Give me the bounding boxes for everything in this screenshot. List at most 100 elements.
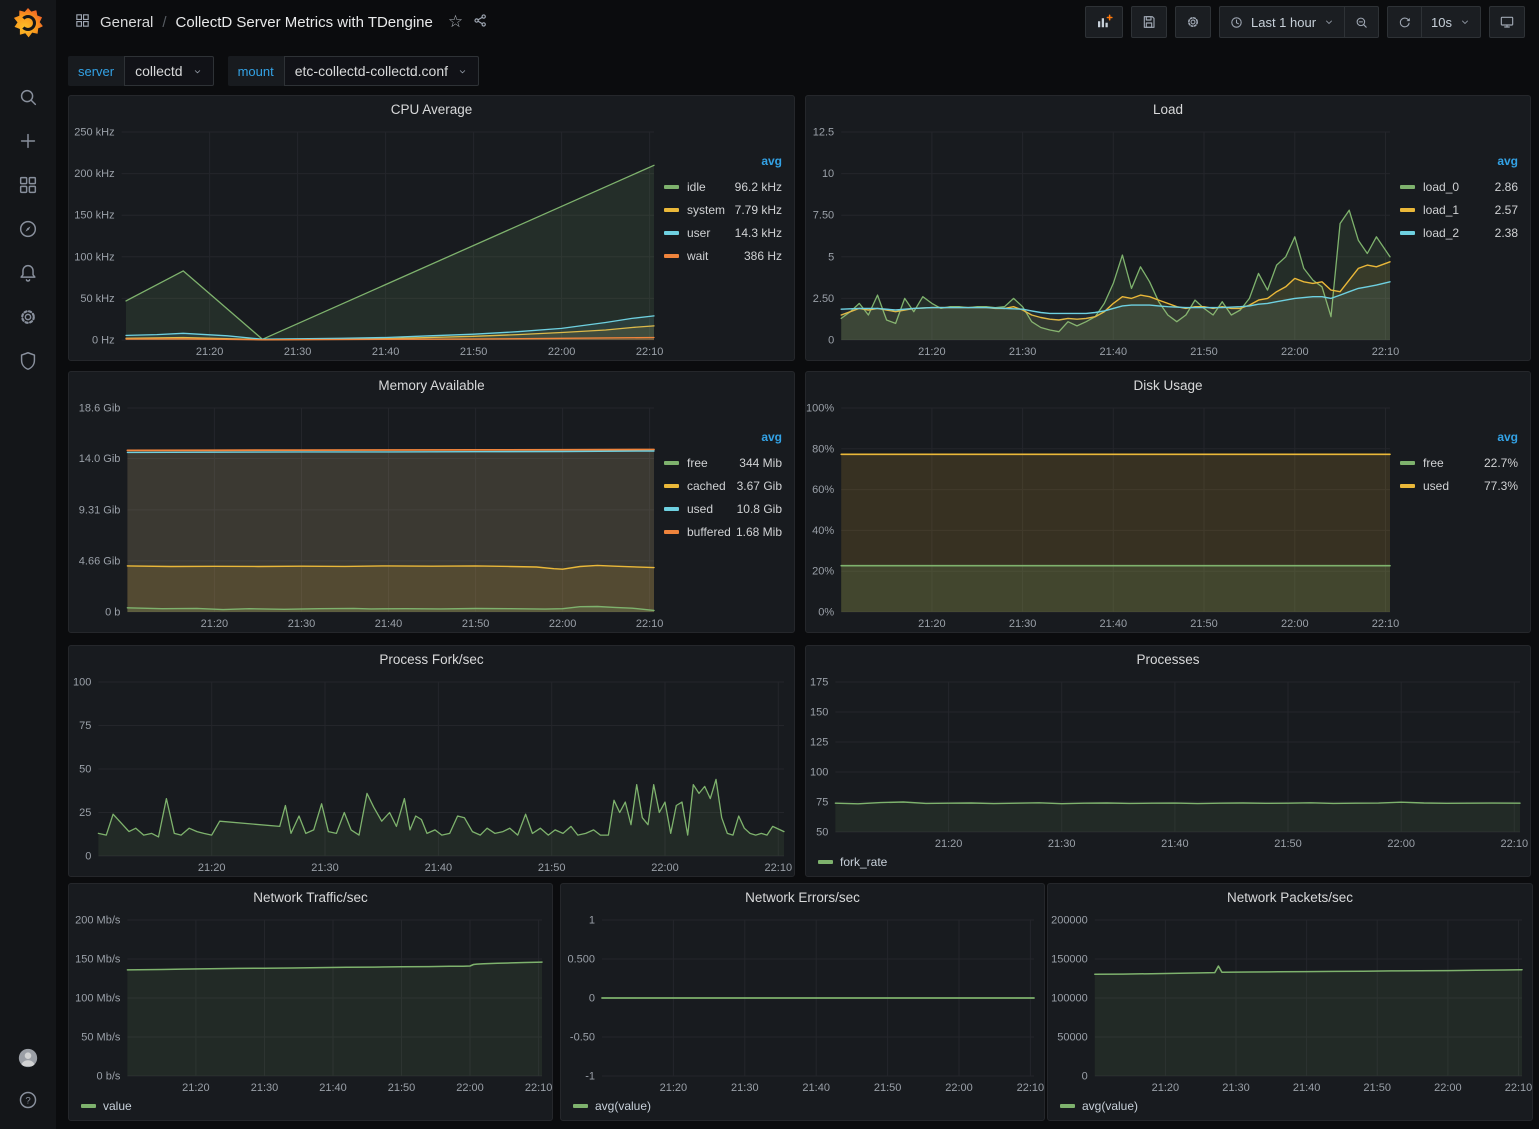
svg-text:21:20: 21:20 [198,862,226,874]
legend-label[interactable]: avg(value) [1082,1099,1138,1113]
legend-item[interactable]: wait386 Hz [664,244,782,267]
svg-text:100 kHz: 100 kHz [74,251,114,263]
svg-text:0 Hz: 0 Hz [92,335,115,347]
svg-text:22:00: 22:00 [548,346,576,358]
legend-label[interactable]: wait [687,249,708,263]
legend-item[interactable]: used10.8 Gib [664,497,782,520]
memory-available-chart[interactable]: 0 b4.66 Gib9.31 Gib14.0 Gib18.6 Gib21:20… [69,398,664,632]
svg-text:21:30: 21:30 [1048,838,1076,850]
legend-label[interactable]: load_0 [1423,180,1459,194]
svg-text:21:30: 21:30 [288,618,316,630]
legend-label[interactable]: free [687,456,708,470]
series-color-swatch [1060,1104,1075,1108]
chart-plot[interactable]: 0 Hz50 kHz100 kHz150 kHz200 kHz250 kHz21… [69,122,664,360]
legend-item[interactable]: load_22.38 [1400,221,1518,244]
disk-usage-chart[interactable]: 0%20%40%60%80%100%21:2021:3021:4021:5022… [806,398,1400,632]
legend-item[interactable]: load_0 2.86 [1400,175,1518,198]
legend-label[interactable]: cached [687,479,726,493]
legend-value: 2.86 [1495,180,1518,194]
svg-text:22:00: 22:00 [945,1082,973,1094]
legend-value: 22.7% [1484,456,1518,470]
svg-text:22:10: 22:10 [636,346,664,358]
legend-item[interactable]: cached3.67 Gib [664,474,782,497]
svg-text:0: 0 [589,993,595,1005]
svg-text:21:30: 21:30 [731,1082,759,1094]
legend-item[interactable]: used77.3% [1400,474,1518,497]
legend-label[interactable]: used [1423,479,1449,493]
legend-label[interactable]: free [1423,456,1444,470]
svg-text:21:40: 21:40 [425,862,453,874]
legend-label[interactable]: value [103,1099,132,1113]
load-chart[interactable]: 02.5057.501012.521:2021:3021:4021:5022:0… [806,122,1400,360]
network-errors-chart[interactable]: -1-0.5000.500121:2021:3021:4021:5022:002… [561,910,1044,1096]
chart-plot[interactable]: 507510012515017521:2021:3021:4021:5022:0… [806,672,1530,852]
alerting-bell-icon[interactable] [17,262,39,284]
legend-label[interactable]: fork_rate [840,855,887,869]
legend-item[interactable]: value [81,1099,132,1113]
svg-text:75: 75 [79,720,91,732]
network-packets-chart[interactable]: 05000010000015000020000021:2021:3021:402… [1048,910,1532,1096]
panel-title[interactable]: Network Packets/sec [1048,884,1532,910]
legend-label[interactable]: system [687,203,725,217]
svg-text:60%: 60% [812,484,834,496]
panel-title[interactable]: Process Fork/sec [69,646,794,672]
svg-text:100000: 100000 [1051,993,1088,1005]
panel-title[interactable]: Network Errors/sec [561,884,1044,910]
legend-label[interactable]: used [687,502,713,516]
grafana-swirl-icon [20,15,36,31]
legend-item[interactable]: free 22.7% [1400,451,1518,474]
chart-plot[interactable]: -1-0.5000.500121:2021:3021:4021:5022:002… [561,910,1044,1096]
cpu-average-chart[interactable]: 0 Hz50 kHz100 kHz150 kHz200 kHz250 kHz21… [69,122,664,360]
legend-label[interactable]: load_2 [1423,226,1459,240]
series-color-swatch [664,185,679,189]
legend-item[interactable]: idle96.2 kHz [664,175,782,198]
process-fork-chart[interactable]: 025507510021:2021:3021:4021:5022:0022:10 [69,672,794,876]
chart-plot[interactable]: 0 b/s50 Mb/s100 Mb/s150 Mb/s200 Mb/s21:2… [69,910,552,1096]
legend-avg-header[interactable]: avg [664,154,782,175]
processes-chart[interactable]: 507510012515017521:2021:3021:4021:5022:0… [806,672,1530,852]
explore-compass-icon[interactable] [17,218,39,240]
legend-item[interactable]: system7.79 kHz [664,198,782,221]
chart-plot[interactable]: 0 b4.66 Gib9.31 Gib14.0 Gib18.6 Gib21:20… [69,398,664,632]
legend-item[interactable]: user14.3 kHz [664,221,782,244]
grafana-logo[interactable] [13,8,43,38]
help-icon[interactable]: ? [17,1089,39,1111]
svg-text:50000: 50000 [1057,1032,1088,1044]
create-plus-icon[interactable] [17,130,39,152]
dashboards-grid-icon[interactable] [17,174,39,196]
legend-label[interactable]: buffered [687,525,731,539]
chart-plot[interactable]: 025507510021:2021:3021:4021:5022:0022:10 [69,672,794,876]
panel-title[interactable]: Disk Usage [806,372,1530,398]
legend-avg-header[interactable]: avg [1400,430,1518,451]
panel-title[interactable]: CPU Average [69,96,794,122]
chart-plot[interactable]: 05000010000015000020000021:2021:3021:402… [1048,910,1532,1096]
svg-text:50: 50 [79,764,91,776]
legend-label[interactable]: avg(value) [595,1099,651,1113]
chart-plot[interactable]: 02.5057.501012.521:2021:3021:4021:5022:0… [806,122,1400,360]
panel-title[interactable]: Processes [806,646,1530,672]
legend-avg-header[interactable]: avg [664,430,782,451]
legend-label[interactable]: load_1 [1423,203,1459,217]
legend-item[interactable]: buffered1.68 Mib [664,520,782,543]
profile-avatar[interactable] [17,1047,39,1069]
series-color-swatch [818,860,833,864]
network-traffic-chart[interactable]: 0 b/s50 Mb/s100 Mb/s150 Mb/s200 Mb/s21:2… [69,910,552,1096]
svg-text:21:30: 21:30 [284,346,312,358]
panel-title[interactable]: Network Traffic/sec [69,884,552,910]
configuration-gear-icon[interactable] [17,306,39,328]
legend-label[interactable]: idle [687,180,706,194]
legend-item[interactable]: free344 Mib [664,451,782,474]
server-admin-shield-icon[interactable] [17,350,39,372]
legend-label[interactable]: user [687,226,710,240]
legend-item[interactable]: load_1 2.57 [1400,198,1518,221]
legend-item[interactable]: avg(value) [1060,1099,1138,1113]
svg-text:21:50: 21:50 [1190,618,1218,630]
legend-item[interactable]: fork_rate [818,855,887,869]
panel-title[interactable]: Load [806,96,1530,122]
legend-avg-header[interactable]: avg [1400,154,1518,175]
search-icon[interactable] [17,86,39,108]
panel-title[interactable]: Memory Available [69,372,794,398]
chart-plot[interactable]: 0%20%40%60%80%100%21:2021:3021:4021:5022… [806,398,1400,632]
legend-item[interactable]: avg(value) [573,1099,651,1113]
legend-value: 2.57 [1495,203,1518,217]
